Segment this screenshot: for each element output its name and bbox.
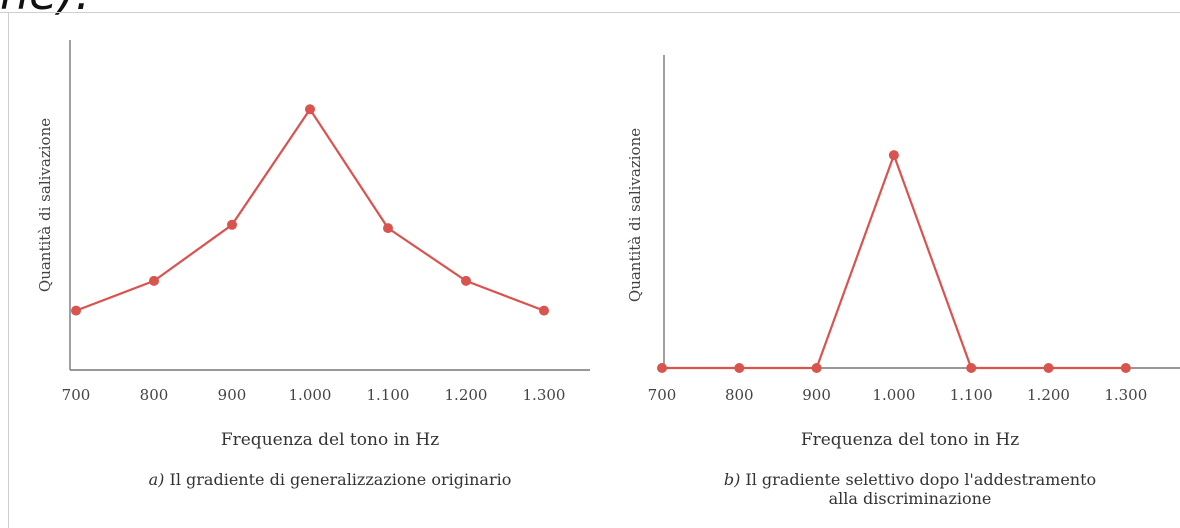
panel-b-data-point bbox=[888, 150, 899, 161]
panel-a-tick-label: 900 bbox=[218, 386, 247, 404]
panel-b-caption-block: b) Il gradiente selettivo dopo l'addestr… bbox=[640, 470, 1180, 508]
panel-a-data-point bbox=[227, 219, 237, 230]
panel-a-tick-label: 800 bbox=[140, 386, 169, 404]
panel-a-tick-label: 1.100 bbox=[367, 386, 410, 404]
panel-b-data-point bbox=[811, 363, 822, 373]
panel-b-tick-label: 900 bbox=[802, 386, 831, 404]
panel-b-tick-label: 1.100 bbox=[950, 386, 993, 404]
panel-a-data-point bbox=[461, 275, 471, 286]
panel-a-series-line bbox=[75, 108, 545, 312]
panel-b-caption-line1: Il gradiente selettivo dopo l'addestrame… bbox=[745, 470, 1097, 489]
panel-b-data-point bbox=[966, 363, 977, 373]
panel-a-tick-label: 1.000 bbox=[289, 386, 332, 404]
panel-a-tick-label: 700 bbox=[62, 386, 91, 404]
panel-b-caption-line2: alla discriminazione bbox=[828, 489, 992, 508]
panel-b-tick-label: 700 bbox=[648, 386, 677, 404]
top-divider bbox=[0, 12, 1180, 13]
panel-a-data-point bbox=[149, 275, 159, 286]
panel-a-data-point bbox=[539, 305, 549, 316]
panel-a-tick-label: 1.300 bbox=[523, 386, 566, 404]
panel-a-tick-label: 1.200 bbox=[445, 386, 488, 404]
header-fragment: ne). bbox=[0, 0, 90, 20]
panel-b-data-point bbox=[657, 363, 667, 373]
panel-a: Quantità di salivazione 700 800 900 1.000 1.1… bbox=[36, 40, 590, 404]
panel-a-caption: Il gradiente di generalizzazione origina… bbox=[169, 470, 512, 489]
panel-b-tick-label: 1.200 bbox=[1027, 386, 1070, 404]
left-divider bbox=[8, 12, 9, 528]
panel-b: Quantità di salivazione 700 800 900 1.000 1.1… bbox=[626, 55, 1180, 404]
panel-a-xlabel: Frequenza del tono in Hz bbox=[220, 430, 440, 450]
panel-b-xlabel: Frequenza del tono in Hz bbox=[800, 430, 1020, 450]
panel-b-data-point bbox=[1043, 363, 1054, 373]
panel-a-data-point bbox=[71, 305, 81, 316]
panel-b-data-point bbox=[1120, 363, 1131, 373]
panel-a-data-point bbox=[305, 104, 315, 115]
panel-a-ylabel: Quantità di salivazione bbox=[36, 118, 54, 292]
panel-b-tick-label: 1.300 bbox=[1104, 386, 1147, 404]
panel-b-series-line bbox=[662, 154, 1126, 370]
panel-b-ylabel: Quantità di salivazione bbox=[626, 128, 644, 302]
panel-b-data-point bbox=[734, 363, 745, 373]
panel-b-tick-label: 800 bbox=[725, 386, 754, 404]
panel-a-data-point bbox=[383, 223, 393, 234]
panel-a-caption-block: a) Il gradiente di generalizzazione orig… bbox=[70, 470, 590, 489]
panel-b-letter: b) bbox=[723, 470, 741, 489]
panel-b-tick-label: 1.000 bbox=[872, 386, 915, 404]
panel-a-letter: a) bbox=[148, 470, 165, 489]
